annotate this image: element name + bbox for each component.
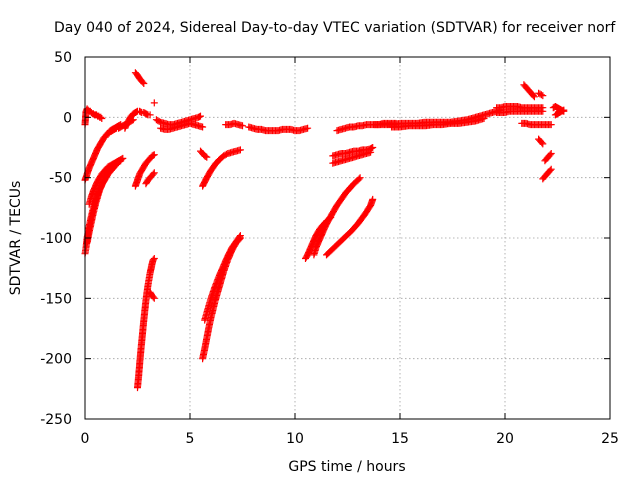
data-series	[539, 165, 555, 183]
data-series	[535, 135, 547, 148]
data-point	[150, 99, 158, 107]
data-point	[202, 153, 210, 160]
data-series	[150, 99, 158, 107]
data-point	[150, 151, 158, 159]
data-point	[547, 150, 555, 157]
data-series	[388, 115, 488, 131]
y-axis-label: SDTVAR / TECUs	[8, 181, 24, 296]
data-point	[530, 93, 538, 101]
data-point	[236, 233, 244, 241]
data-series	[131, 69, 148, 87]
data-point	[367, 148, 375, 156]
x-tick-label: 25	[601, 431, 619, 447]
y-tick-label: 0	[63, 110, 72, 126]
data-point	[369, 195, 377, 203]
data-point	[356, 174, 364, 182]
data-series	[551, 106, 568, 119]
data-series	[85, 154, 127, 208]
data-point	[197, 112, 204, 120]
y-tick-label: 50	[54, 50, 72, 66]
data-point	[149, 293, 157, 301]
data-point	[146, 111, 154, 119]
x-tick-label: 0	[81, 431, 90, 447]
data-point	[149, 256, 157, 264]
data-series	[310, 174, 364, 259]
y-tick-label: -200	[40, 352, 72, 368]
grid-lines	[85, 57, 610, 419]
data-series	[535, 89, 547, 100]
x-tick-label: 20	[496, 431, 514, 447]
data-points	[81, 69, 568, 392]
x-tick-label: 15	[391, 431, 409, 447]
data-point	[546, 166, 554, 174]
data-series	[131, 151, 158, 190]
data-point	[547, 165, 555, 173]
data-series	[323, 195, 377, 259]
data-point	[239, 122, 246, 130]
data-series	[518, 119, 555, 129]
data-point	[539, 107, 547, 115]
data-series	[520, 81, 538, 101]
data-series	[197, 147, 211, 161]
data-series	[199, 146, 244, 190]
data-point	[547, 121, 555, 129]
chart-title: Day 040 of 2024, Sidereal Day-to-day VTE…	[54, 20, 616, 36]
data-point	[304, 124, 312, 132]
x-axis-label: GPS time / hours	[288, 459, 405, 475]
data-point	[529, 92, 537, 100]
data-series	[245, 123, 312, 135]
data-point	[539, 92, 547, 100]
data-point	[560, 106, 568, 114]
data-point	[150, 255, 158, 262]
y-tick-label: -150	[40, 291, 72, 307]
data-point	[236, 146, 244, 154]
data-point	[97, 113, 105, 121]
data-point	[203, 153, 211, 161]
y-tick-label: -100	[40, 231, 72, 247]
data-point	[546, 151, 554, 159]
data-series	[493, 107, 547, 116]
y-tick-label: -50	[49, 171, 72, 187]
data-point	[369, 144, 377, 151]
data-point	[98, 115, 106, 122]
data-series	[201, 232, 244, 324]
data-series	[157, 119, 207, 133]
data-series	[121, 107, 154, 132]
data-point	[119, 154, 127, 162]
data-point	[538, 139, 546, 147]
data-point	[150, 169, 158, 177]
data-point	[236, 232, 244, 240]
y-tick-label: -250	[40, 412, 72, 428]
data-point	[199, 123, 207, 131]
data-point	[537, 91, 545, 99]
data-series	[134, 255, 158, 392]
x-tick-label: 10	[286, 431, 304, 447]
data-series	[222, 119, 246, 130]
data-point	[539, 140, 547, 148]
data-point	[139, 78, 147, 86]
x-tick-label: 5	[186, 431, 195, 447]
data-point	[149, 170, 157, 178]
data-point	[355, 175, 363, 183]
data-point	[480, 115, 488, 122]
axis-ticks: 0 5 10 15 20 25 -250 -200 -150 -100 -50 0 50	[40, 50, 619, 447]
data-point	[140, 80, 148, 87]
data-series	[541, 150, 555, 165]
data-series	[146, 288, 158, 302]
data-series	[142, 169, 158, 188]
data-series	[329, 148, 375, 167]
data-point	[150, 294, 158, 302]
